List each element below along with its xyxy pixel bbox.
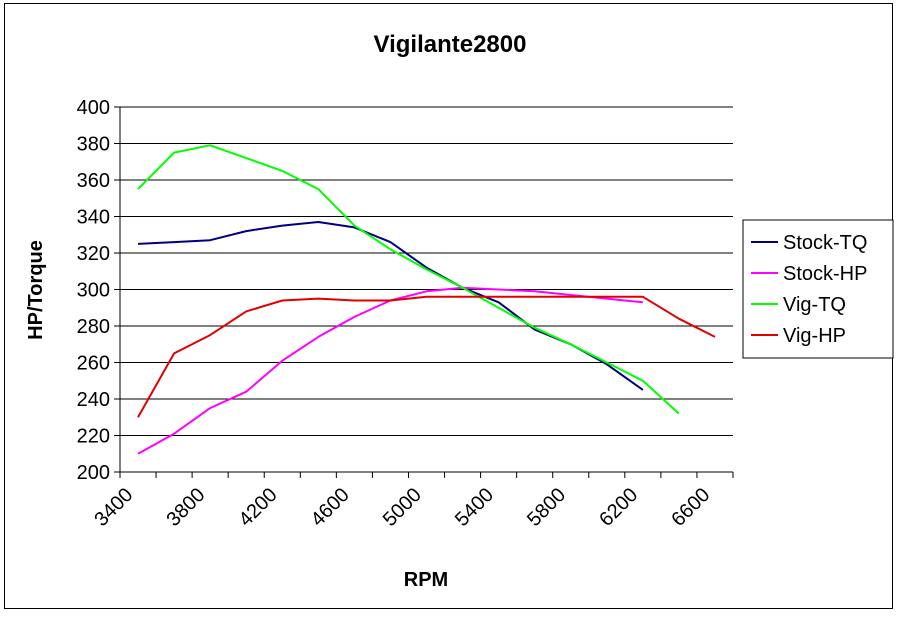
x-tick-label: 3400 (90, 484, 137, 531)
axes (114, 106, 734, 478)
x-tick-label: 6600 (667, 484, 714, 531)
series-line-stock-tq (137, 221, 644, 391)
x-tick-label: 4200 (235, 484, 282, 531)
x-tick-labels: 3400 3800 4200 4600 5000 5400 5800 6200 6600 (90, 484, 714, 531)
y-tick-label: 280 (77, 316, 110, 338)
y-tick-label: 380 (77, 134, 110, 156)
x-axis-title: RPM (404, 569, 448, 591)
grid-lines (120, 106, 733, 436)
legend-label: Vig-HP (783, 325, 846, 347)
legend-label: Vig-TQ (783, 294, 846, 316)
legend-label: Stock-TQ (783, 232, 867, 254)
y-tick-label: 360 (77, 170, 110, 192)
x-tick-label: 5000 (379, 484, 426, 531)
y-tick-labels: 200 220 240 260 280 300 320 340 360 380 400 (77, 97, 110, 484)
y-tick-label: 340 (77, 207, 110, 229)
series-lines (137, 144, 716, 455)
y-tick-label: 260 (77, 353, 110, 375)
series-line-vig-hp (137, 295, 716, 418)
chart-title: Vigilante2800 (374, 31, 527, 58)
x-tick-label: 6200 (595, 484, 642, 531)
x-tick-label: 5400 (451, 484, 498, 531)
legend: Stock-TQ Stock-HP Vig-TQ Vig-HP (742, 219, 894, 359)
x-tick-label: 5800 (523, 484, 570, 531)
y-tick-label: 220 (77, 426, 110, 448)
y-axis-title: HP/Torque (25, 240, 47, 340)
x-tick-label: 3800 (163, 484, 210, 531)
y-tick-label: 300 (77, 280, 110, 302)
y-tick-label: 240 (77, 389, 110, 411)
legend-label: Stock-HP (783, 263, 867, 285)
x-tick-label: 4600 (307, 484, 354, 531)
y-tick-label: 200 (77, 462, 110, 484)
y-tick-label: 400 (77, 97, 110, 119)
y-tick-label: 320 (77, 243, 110, 265)
series-line-vig-tq (137, 144, 680, 415)
series-line-stock-hp (137, 286, 644, 455)
